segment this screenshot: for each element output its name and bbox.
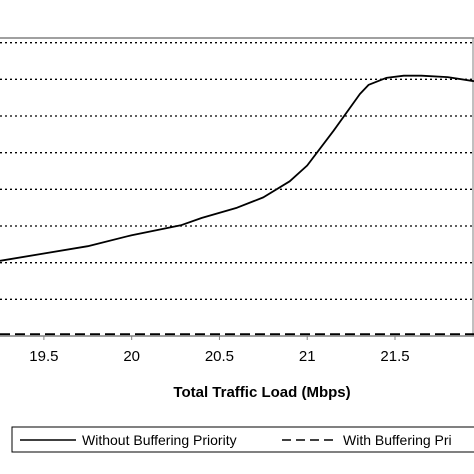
- legend-label-without-priority: Without Buffering Priority: [82, 432, 237, 448]
- series-line-without-buffering-priority: [0, 74, 474, 262]
- x-axis-label: Total Traffic Load (Mbps): [173, 384, 350, 401]
- legend: Without Buffering Priority With Bufferin…: [11, 426, 474, 453]
- legend-box: [11, 426, 474, 453]
- x-axis-ticks: 19.5 20 20.5 21 21.5: [29, 336, 410, 365]
- x-tick-label-2: 20.5: [205, 348, 234, 365]
- legend-label-with-priority: With Buffering Pri: [343, 432, 452, 448]
- x-tick-label-3: 21: [299, 348, 316, 365]
- x-tick-label-0: 19.5: [29, 348, 58, 365]
- x-tick-label-1: 20: [123, 348, 140, 365]
- x-tick-label-4: 21.5: [380, 348, 409, 365]
- gridlines: [0, 42, 474, 300]
- series-lines: [0, 74, 474, 336]
